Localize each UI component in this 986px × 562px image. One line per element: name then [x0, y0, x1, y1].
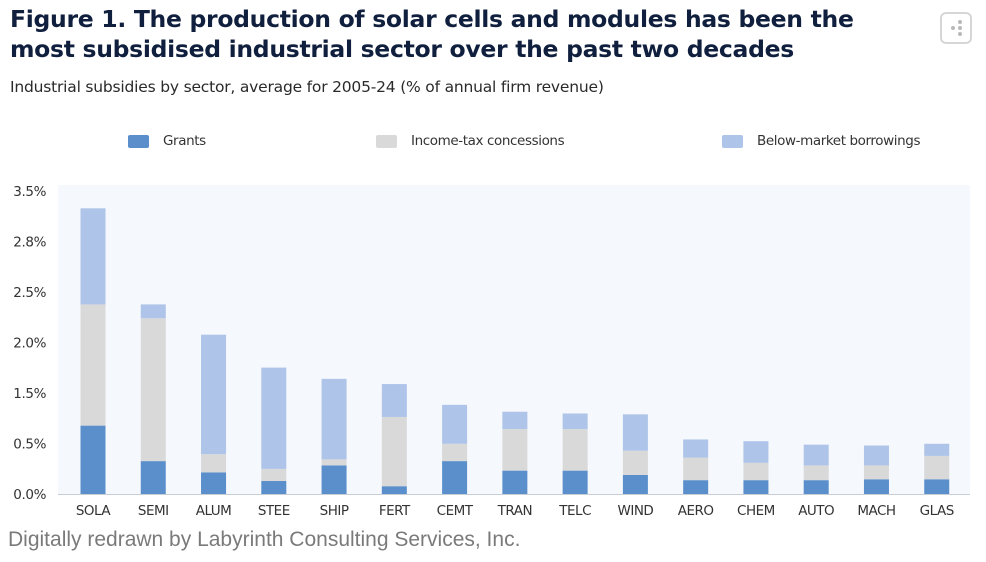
bar-segment-mach-income-tax-concessions — [863, 465, 889, 480]
y-tick-label: 2.5% — [13, 285, 46, 301]
x-tick-label: AUTO — [798, 503, 834, 519]
legend-label: Grants — [163, 133, 206, 149]
legend-label: Income-tax concessions — [411, 133, 565, 149]
bar-segment-sola-income-tax-concessions — [80, 304, 106, 426]
y-tick-label: 1.5% — [13, 386, 46, 402]
chart-menu-button[interactable] — [940, 12, 972, 44]
bar-segment-ship-below-market-borrowings — [321, 378, 347, 460]
bar-segment-semi-below-market-borrowings — [140, 304, 166, 319]
bar-segment-semi-grants — [140, 461, 166, 494]
x-tick-label: TRAN — [497, 503, 532, 519]
chart-legend: Grants Income-tax concessions Below-mark… — [0, 133, 986, 153]
bar-segment-alum-grants — [201, 472, 227, 494]
bar-segment-glas-income-tax-concessions — [924, 455, 950, 480]
x-tick-label: CHEM — [737, 503, 775, 519]
x-tick-label: SOLA — [76, 503, 112, 519]
bar-segment-aero-income-tax-concessions — [683, 457, 709, 481]
bar-segment-aero-grants — [683, 480, 709, 494]
legend-label: Below-market borrowings — [757, 133, 921, 149]
bar-segment-stee-grants — [261, 481, 287, 494]
x-tick-label: SHIP — [320, 503, 349, 519]
y-tick-label: 3.5% — [13, 184, 46, 200]
bar-segment-chem-income-tax-concessions — [743, 462, 769, 481]
legend-swatch-grants — [128, 134, 149, 148]
x-tick-label: GLAS — [920, 503, 954, 519]
legend-item-grants[interactable]: Grants — [128, 133, 206, 149]
bar-segment-fert-below-market-borrowings — [381, 384, 407, 417]
bar-segment-telc-below-market-borrowings — [562, 413, 588, 430]
legend-item-income-tax[interactable]: Income-tax concessions — [376, 133, 565, 149]
bar-segment-auto-below-market-borrowings — [803, 444, 829, 466]
bar-segment-wind-income-tax-concessions — [622, 450, 648, 475]
y-tick-label: 2.0% — [13, 336, 46, 352]
bar-segment-telc-grants — [562, 470, 588, 494]
bar-segment-cemt-grants — [442, 461, 468, 494]
x-tick-label: FERT — [379, 503, 411, 519]
bar-segment-ship-income-tax-concessions — [321, 459, 347, 466]
bar-segment-glas-below-market-borrowings — [924, 443, 950, 456]
y-tick-label: 0.0% — [13, 487, 46, 503]
stacked-bar-chart: 0.0% 0.5% 1.5% 2.0% 2.5% 2.8% 3.5% SOLA SEMI ALUM… — [13, 184, 970, 519]
bar-segment-glas-grants — [924, 479, 950, 494]
bar-segment-wind-grants — [622, 474, 648, 494]
y-tick-label: 2.8% — [13, 235, 46, 251]
bar-segment-stee-income-tax-concessions — [261, 468, 287, 482]
legend-item-below-market[interactable]: Below-market borrowings — [722, 133, 921, 149]
chart-title: Figure 1. The production of solar cells … — [10, 5, 854, 63]
y-tick-label: 0.5% — [13, 437, 46, 453]
bar-segment-fert-grants — [381, 486, 407, 494]
bar-segment-mach-grants — [863, 479, 889, 494]
bar-segment-cemt-below-market-borrowings — [442, 404, 468, 444]
chart-subtitle: Industrial subsidies by sector, average … — [10, 78, 604, 96]
x-tick-label: ALUM — [196, 503, 232, 519]
bar-segment-fert-income-tax-concessions — [381, 416, 407, 487]
x-tick-label: TELC — [558, 503, 591, 519]
bar-segment-aero-below-market-borrowings — [683, 439, 709, 458]
x-tick-label: SEMI — [138, 503, 169, 519]
bar-segment-stee-below-market-borrowings — [261, 367, 287, 469]
bar-segment-semi-income-tax-concessions — [140, 318, 166, 462]
x-tick-label: STEE — [258, 503, 290, 519]
bar-segment-tran-below-market-borrowings — [502, 411, 528, 430]
bar-segment-mach-below-market-borrowings — [863, 445, 889, 466]
legend-swatch-income-tax — [376, 134, 397, 148]
bar-segment-ship-grants — [321, 465, 347, 494]
bar-segment-tran-grants — [502, 470, 528, 494]
bar-segment-chem-grants — [743, 480, 769, 494]
x-tick-label: WIND — [617, 503, 653, 519]
bar-segment-sola-grants — [80, 425, 106, 494]
bar-segment-tran-income-tax-concessions — [502, 429, 528, 471]
bar-segment-telc-income-tax-concessions — [562, 429, 588, 471]
bar-segment-auto-income-tax-concessions — [803, 465, 829, 481]
bar-segment-chem-below-market-borrowings — [743, 441, 769, 463]
redrawn-credit-caption: Digitally redrawn by Labyrinth Consultin… — [8, 528, 521, 551]
bar-segment-wind-below-market-borrowings — [622, 414, 648, 451]
legend-swatch-below-market — [722, 134, 743, 148]
bar-segment-alum-below-market-borrowings — [201, 334, 227, 455]
x-tick-label: MACH — [857, 503, 895, 519]
x-tick-label: AERO — [678, 503, 714, 519]
x-tick-label: CEMT — [437, 503, 474, 519]
bar-segment-auto-grants — [803, 480, 829, 494]
bar-segment-alum-income-tax-concessions — [201, 454, 227, 473]
bar-segment-cemt-income-tax-concessions — [442, 443, 468, 462]
bar-segment-sola-below-market-borrowings — [80, 208, 106, 305]
